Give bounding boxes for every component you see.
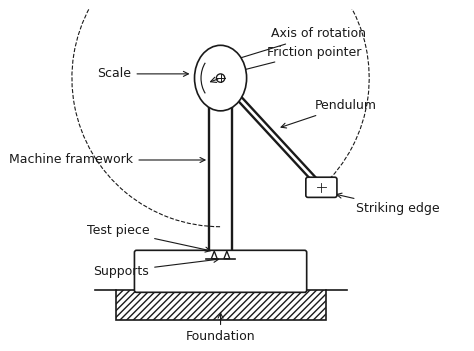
Polygon shape: [224, 251, 230, 259]
Circle shape: [216, 74, 225, 82]
Text: Striking edge: Striking edge: [337, 193, 439, 215]
FancyBboxPatch shape: [306, 177, 337, 197]
Text: Axis of rotation: Axis of rotation: [227, 27, 366, 63]
Bar: [116, 290, 326, 320]
Ellipse shape: [194, 45, 246, 111]
FancyBboxPatch shape: [135, 250, 307, 292]
Text: Supports: Supports: [93, 257, 219, 278]
Text: Pendulum: Pendulum: [281, 99, 377, 128]
Text: Foundation: Foundation: [186, 313, 255, 343]
Polygon shape: [211, 251, 217, 259]
Text: Friction pointer: Friction pointer: [232, 46, 361, 74]
Text: Scale: Scale: [98, 67, 188, 80]
Text: Test piece: Test piece: [87, 224, 210, 252]
Text: Machine framework: Machine framework: [9, 153, 205, 166]
